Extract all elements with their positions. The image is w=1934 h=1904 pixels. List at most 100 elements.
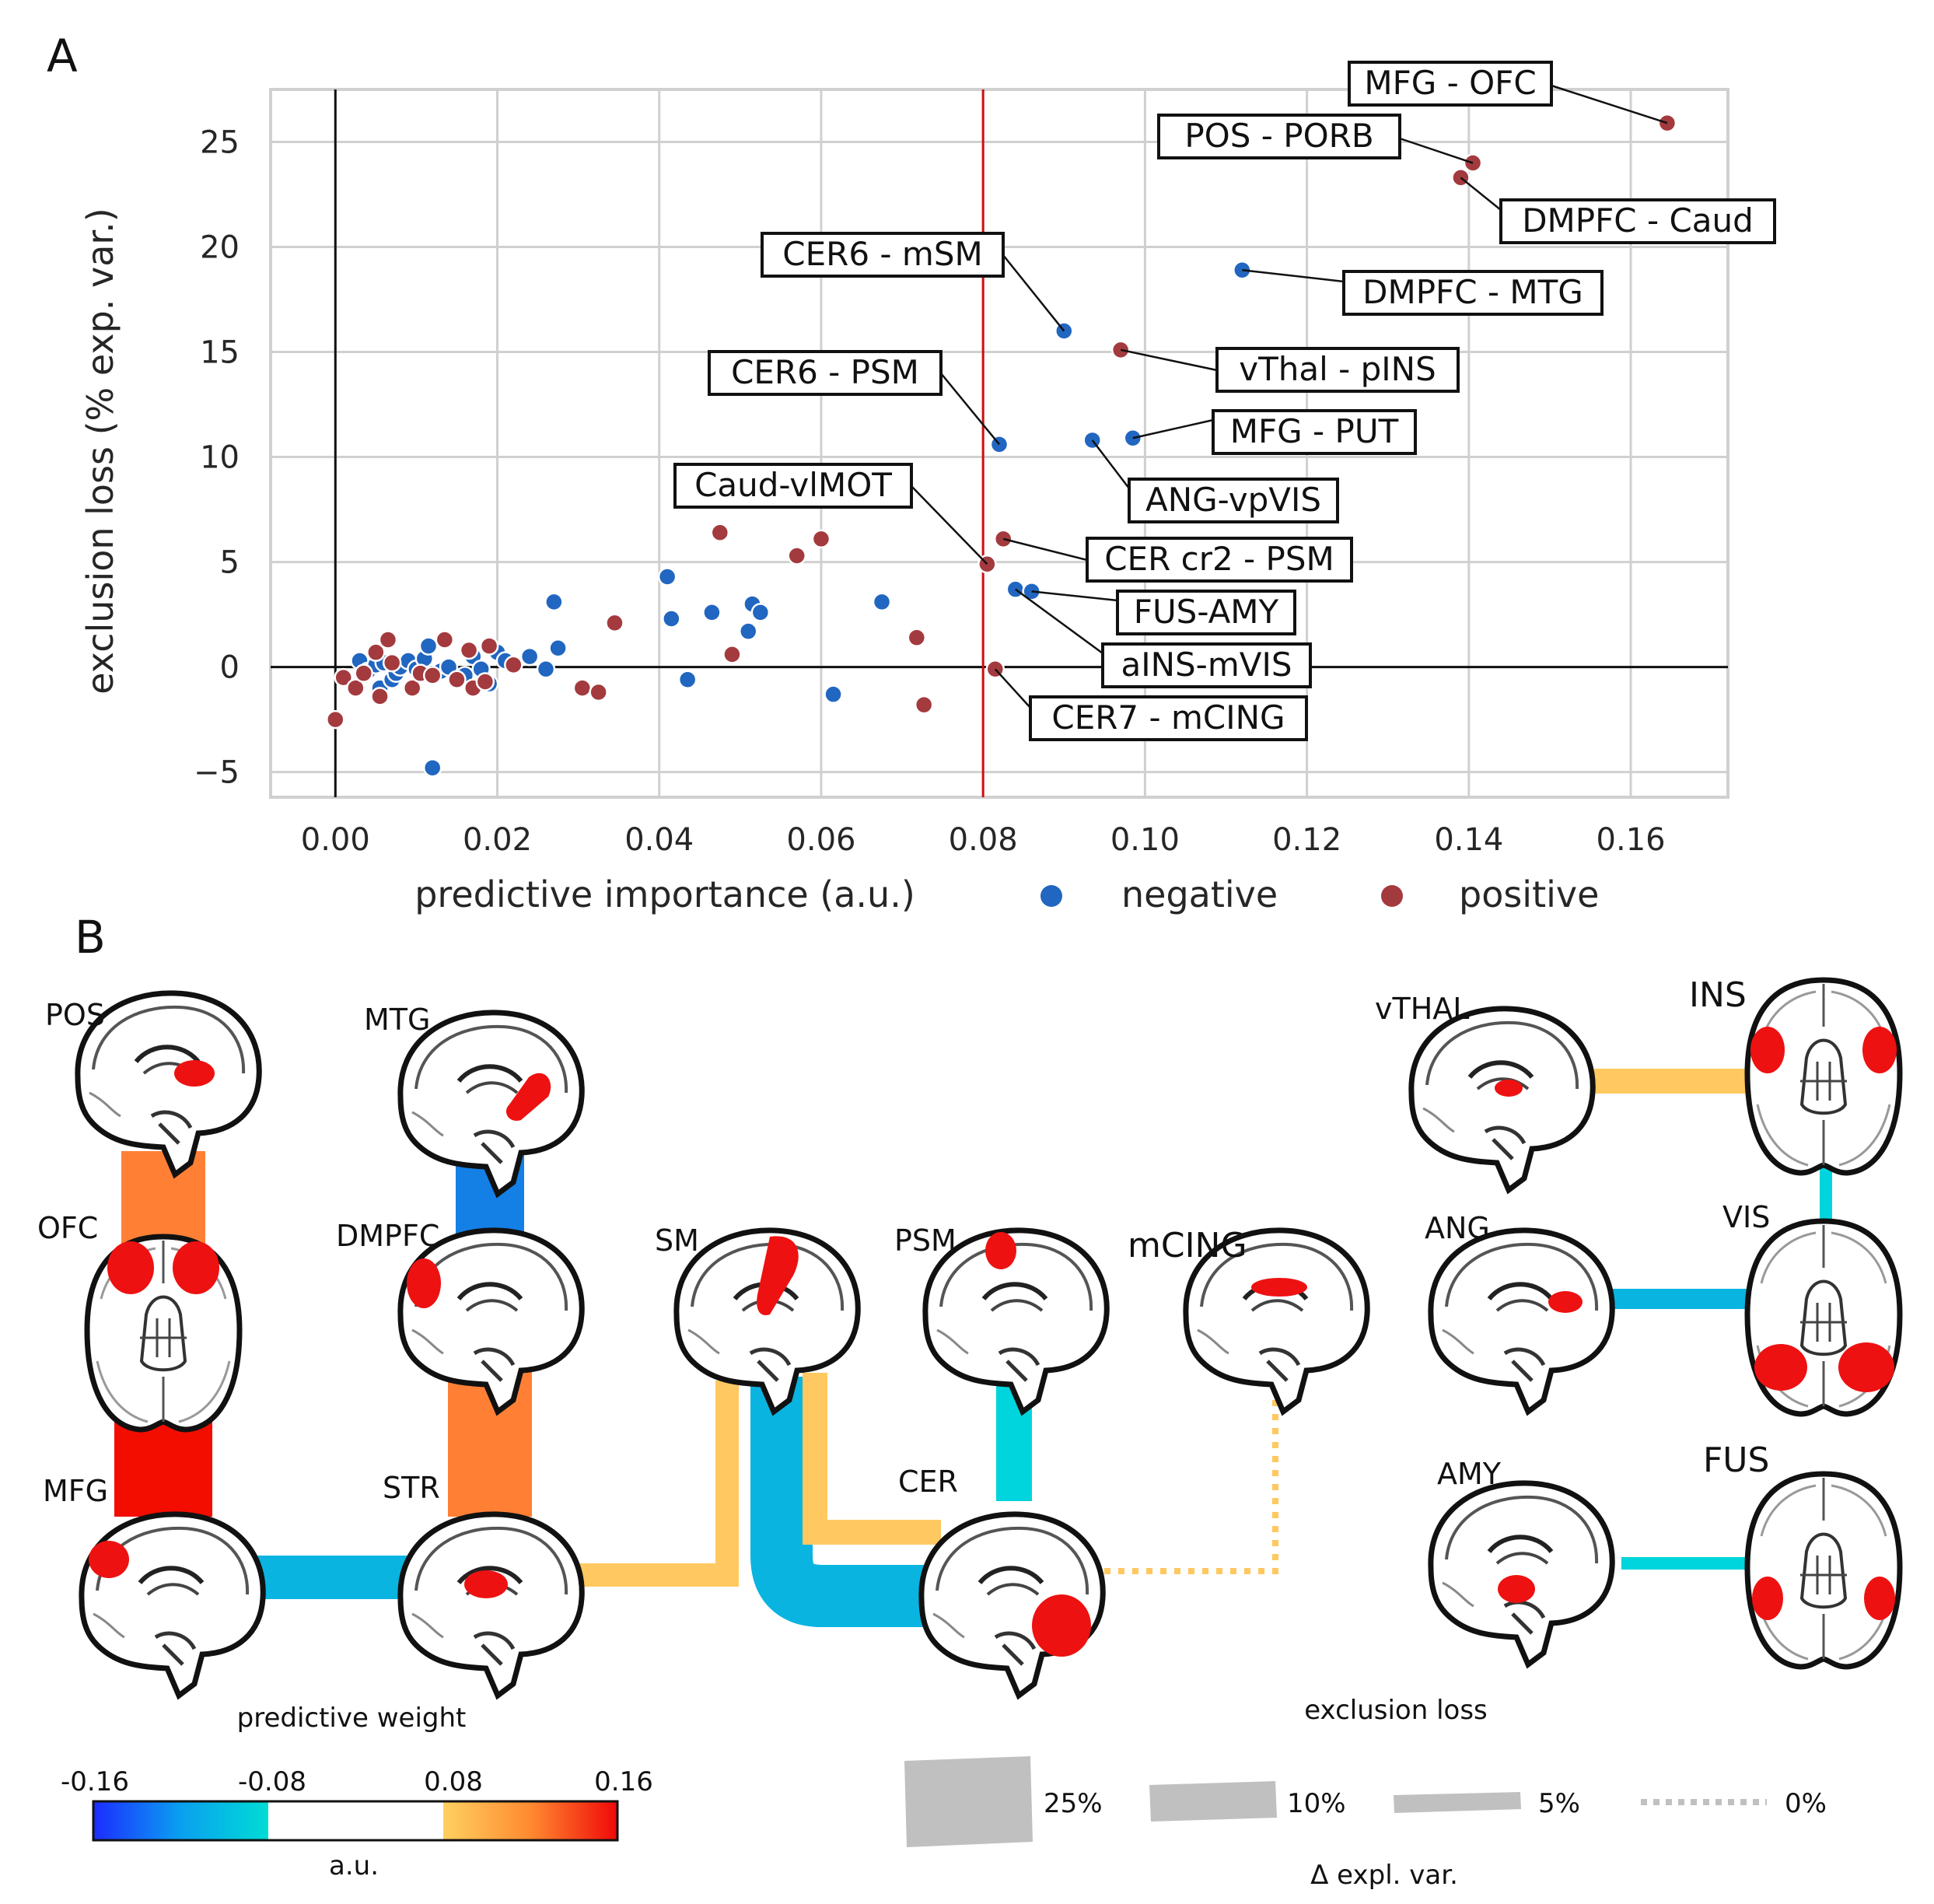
region-label-vis: VIS <box>1722 1200 1770 1234</box>
data-point-positive <box>722 645 742 664</box>
annotation-leader <box>940 373 1000 446</box>
annotation-label: CER7 - mCING <box>1051 698 1285 737</box>
annotation-label: FUS-AMY <box>1134 593 1279 631</box>
data-point-positive <box>402 678 422 698</box>
annotation-box <box>1499 198 1776 244</box>
brain-ofc-icon <box>87 1237 240 1430</box>
data-point-positive <box>459 640 479 660</box>
annotation-leader <box>911 485 988 565</box>
data-point-positive <box>605 613 624 633</box>
legend: negative positive <box>1040 873 1599 915</box>
annotation-leader <box>1551 84 1668 124</box>
annotation-label: ANG-vpVIS <box>1145 481 1321 519</box>
size-legend-item: 5% <box>1538 1788 1580 1819</box>
colorbar-neutral <box>268 1801 443 1840</box>
data-point-positive <box>447 670 467 690</box>
y-tick-label: 10 <box>200 440 240 476</box>
region-label-sm: SM <box>655 1223 699 1258</box>
x-tick-label: 0.14 <box>1434 822 1503 858</box>
size-legend-item: 25% <box>1044 1788 1103 1819</box>
size-swatch-10 <box>1149 1781 1277 1822</box>
annotation-label: MFG - PUT <box>1230 412 1399 450</box>
colorbar-negative <box>93 1801 268 1840</box>
annotation-box <box>673 463 913 509</box>
annotation-label: CER6 - PSM <box>731 353 919 391</box>
data-point-negative <box>702 603 722 622</box>
annotation-label: MFG - OFC <box>1364 64 1536 102</box>
data-point-positive <box>589 682 608 702</box>
size-legend: exclusion loss 25% 10% 5% 0% Δ expl. var… <box>904 1695 1827 1891</box>
region-label-ins: INS <box>1689 975 1747 1015</box>
legend-negative-marker <box>1040 885 1062 907</box>
x-tick-label: 0.06 <box>786 822 855 858</box>
data-point-positive <box>422 666 442 685</box>
data-point-negative <box>519 646 540 667</box>
data-point-positive <box>914 695 934 715</box>
size-legend-item: 10% <box>1287 1788 1346 1819</box>
brain-vis-icon <box>1747 1221 1900 1414</box>
plot-frame <box>269 88 1729 799</box>
brain-dmpfc-icon <box>400 1230 582 1412</box>
data-point-negative <box>544 592 564 612</box>
brain-mfg-icon <box>82 1514 263 1696</box>
annotation-label: CER6 - mSM <box>782 235 982 273</box>
colorbar-positive <box>443 1801 617 1840</box>
region-label-ofc: OFC <box>37 1211 98 1245</box>
brain-nodes <box>78 980 1900 1696</box>
x-tick-label: 0.16 <box>1597 822 1666 858</box>
annotation-label: POS - PORB <box>1184 117 1373 155</box>
annotation-label: aINS-mVIS <box>1121 646 1292 684</box>
data-point-negative <box>548 639 568 658</box>
size-legend-item: 0% <box>1785 1788 1827 1819</box>
annotation-label: DMPFC - MTG <box>1362 273 1583 311</box>
annotation-label: DMPFC - Caud <box>1522 201 1754 240</box>
brain-mcing-icon <box>1186 1230 1367 1412</box>
annotation-box <box>1086 537 1353 583</box>
data-point-positive <box>366 642 386 662</box>
data-point-negative <box>662 609 681 628</box>
annotation-label: Caud-vlMOT <box>694 466 892 504</box>
annotation-box <box>1128 478 1339 523</box>
data-point-positive <box>479 636 499 656</box>
region-label-fus: FUS <box>1703 1440 1769 1480</box>
x-tick-label: 0.02 <box>463 822 532 858</box>
annotation-leader <box>1399 137 1474 164</box>
edge-cer-mcing <box>1104 1384 1278 1574</box>
x-tick-label: 0.12 <box>1272 822 1341 858</box>
edge-sm-cer-2 <box>803 1373 941 1545</box>
annotation-leader <box>1091 439 1130 489</box>
annotation-box <box>708 350 943 396</box>
y-tick-label: 15 <box>200 335 240 371</box>
colorbar-tick: 0.16 <box>594 1766 653 1797</box>
y-tick-label: 5 <box>220 545 240 581</box>
brain-cer-icon <box>922 1514 1103 1696</box>
data-point-negative <box>824 684 843 704</box>
annotation-box <box>1116 590 1296 635</box>
data-point-negative <box>536 660 556 679</box>
data-point-positive <box>572 678 593 698</box>
annotation-leader <box>1460 177 1502 211</box>
data-point-positive <box>370 687 390 706</box>
x-tick-label: 0.04 <box>624 822 694 858</box>
region-label-mtg: MTG <box>364 1003 430 1037</box>
colorbar-unit: a.u. <box>329 1850 379 1881</box>
y-tick-label: −5 <box>194 755 240 791</box>
legend-negative-label: negative <box>1121 873 1278 915</box>
x-tick-label: 0.08 <box>949 822 1018 858</box>
colorbar: predictive weight -0.16 -0.08 0.08 0.16 … <box>61 1703 653 1881</box>
edge-sm-cer <box>750 1377 941 1627</box>
annotation-box <box>1212 409 1417 455</box>
data-point-positive <box>326 709 345 730</box>
region-label-dmpfc: DMPFC <box>336 1219 439 1253</box>
colorbar-tick: -0.08 <box>238 1766 306 1797</box>
data-point-negative <box>872 592 892 612</box>
brain-str-icon <box>400 1514 582 1696</box>
panel-b-label: B <box>75 911 106 964</box>
annotation-label: CER cr2 - PSM <box>1104 540 1334 578</box>
annotation-box <box>1348 61 1553 107</box>
data-point-positive <box>382 653 402 673</box>
annotation-leader <box>994 668 1031 709</box>
size-legend-unit: Δ expl. var. <box>1310 1860 1458 1891</box>
data-point-negative <box>677 670 698 690</box>
annotation-leader <box>1132 418 1214 439</box>
